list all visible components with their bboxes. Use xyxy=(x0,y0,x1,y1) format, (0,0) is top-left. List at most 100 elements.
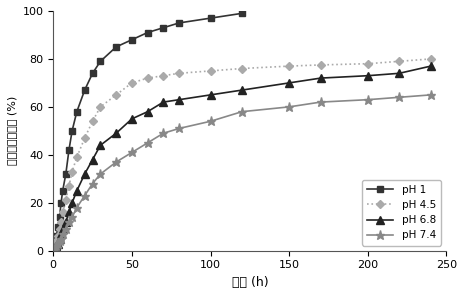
pH 4.5 xyxy=(58,220,64,224)
pH 1 xyxy=(63,172,69,176)
pH 4.5 xyxy=(176,72,181,75)
pH 1 xyxy=(89,72,95,75)
pH 6.8 xyxy=(56,237,62,241)
pH 4.5 xyxy=(317,63,323,67)
pH 4.5 xyxy=(53,239,59,243)
pH 6.8 xyxy=(113,131,119,135)
pH 7.4 xyxy=(66,220,72,224)
pH 4.5 xyxy=(50,249,56,252)
pH 6.8 xyxy=(74,189,80,193)
pH 1 xyxy=(55,225,61,229)
pH 4.5 xyxy=(82,136,88,140)
pH 4.5 xyxy=(144,76,150,80)
pH 4.5 xyxy=(89,120,95,123)
pH 6.8 xyxy=(55,242,61,245)
pH 7.4 xyxy=(82,194,88,197)
pH 6.8 xyxy=(60,227,65,231)
pH 4.5 xyxy=(129,81,134,85)
pH 1 xyxy=(52,242,57,245)
pH 7.4 xyxy=(317,100,323,104)
pH 1 xyxy=(129,38,134,41)
pH 6.8 xyxy=(52,247,57,250)
pH 1 xyxy=(239,12,244,15)
pH 1 xyxy=(176,21,181,25)
pH 6.8 xyxy=(97,144,103,147)
pH 7.4 xyxy=(74,206,80,209)
pH 7.4 xyxy=(89,182,95,185)
pH 6.8 xyxy=(207,93,213,97)
pH 6.8 xyxy=(144,110,150,113)
pH 7.4 xyxy=(50,249,56,252)
pH 4.5 xyxy=(74,155,80,159)
pH 4.5 xyxy=(69,170,75,173)
pH 7.4 xyxy=(97,172,103,176)
pH 1 xyxy=(60,189,65,193)
pH 6.8 xyxy=(427,64,432,68)
pH 6.8 xyxy=(129,117,134,121)
pH 1 xyxy=(97,59,103,63)
pH 1 xyxy=(74,110,80,113)
Line: pH 1: pH 1 xyxy=(50,10,244,254)
pH 4.5 xyxy=(160,74,166,78)
pH 7.4 xyxy=(239,110,244,113)
pH 7.4 xyxy=(56,239,62,243)
pH 7.4 xyxy=(55,242,61,245)
pH 7.4 xyxy=(286,105,291,109)
Line: pH 7.4: pH 7.4 xyxy=(49,90,434,255)
pH 1 xyxy=(82,88,88,92)
pH 6.8 xyxy=(364,74,370,78)
pH 7.4 xyxy=(207,120,213,123)
pH 6.8 xyxy=(286,81,291,85)
pH 6.8 xyxy=(82,172,88,176)
pH 7.4 xyxy=(176,127,181,130)
Line: pH 4.5: pH 4.5 xyxy=(50,56,433,254)
pH 4.5 xyxy=(286,64,291,68)
pH 6.8 xyxy=(396,72,401,75)
pH 1 xyxy=(113,45,119,49)
Legend: pH 1, pH 4.5, pH 6.8, pH 7.4: pH 1, pH 4.5, pH 6.8, pH 7.4 xyxy=(362,180,440,246)
pH 6.8 xyxy=(66,211,72,214)
pH 6.8 xyxy=(50,249,56,252)
pH 6.8 xyxy=(53,244,59,248)
Line: pH 6.8: pH 6.8 xyxy=(49,62,434,255)
pH 1 xyxy=(50,249,56,252)
pH 7.4 xyxy=(364,98,370,102)
pH 1 xyxy=(160,26,166,30)
pH 4.5 xyxy=(63,199,69,202)
pH 7.4 xyxy=(52,247,57,250)
pH 7.4 xyxy=(63,227,69,231)
pH 7.4 xyxy=(58,237,64,241)
pH 4.5 xyxy=(56,227,62,231)
pH 6.8 xyxy=(317,76,323,80)
pH 1 xyxy=(207,16,213,20)
pH 1 xyxy=(69,129,75,133)
pH 6.8 xyxy=(160,100,166,104)
pH 7.4 xyxy=(113,160,119,164)
pH 4.5 xyxy=(55,235,61,238)
X-axis label: 时间 (h): 时间 (h) xyxy=(231,276,268,289)
pH 6.8 xyxy=(239,88,244,92)
pH 1 xyxy=(144,31,150,34)
pH 4.5 xyxy=(52,244,57,248)
pH 1 xyxy=(53,235,59,238)
pH 7.4 xyxy=(160,131,166,135)
pH 7.4 xyxy=(396,96,401,99)
pH 1 xyxy=(66,148,72,152)
pH 6.8 xyxy=(63,220,69,224)
pH 6.8 xyxy=(69,201,75,205)
pH 7.4 xyxy=(53,244,59,248)
pH 7.4 xyxy=(129,151,134,154)
pH 4.5 xyxy=(113,93,119,97)
pH 6.8 xyxy=(176,98,181,102)
pH 7.4 xyxy=(69,215,75,219)
pH 4.5 xyxy=(239,67,244,70)
pH 4.5 xyxy=(427,57,432,61)
pH 7.4 xyxy=(427,93,432,97)
pH 6.8 xyxy=(89,158,95,161)
pH 4.5 xyxy=(207,69,213,73)
Y-axis label: 累积释放百分率 (%): 累积释放百分率 (%) xyxy=(7,96,17,165)
pH 7.4 xyxy=(144,141,150,145)
pH 1 xyxy=(58,201,64,205)
pH 6.8 xyxy=(58,232,64,236)
pH 4.5 xyxy=(364,62,370,65)
